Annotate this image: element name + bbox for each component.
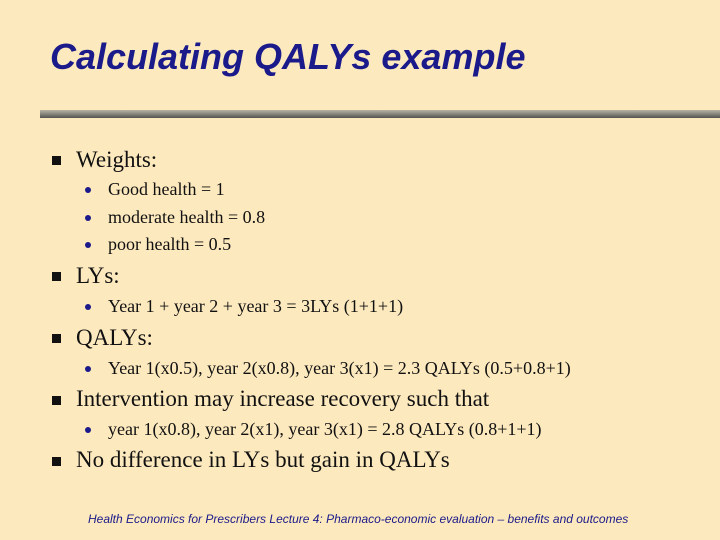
round-bullet-icon (85, 215, 91, 221)
bullet-heading-qalys: QALYs: (76, 325, 153, 350)
sub-bullet-lys-calc: Year 1 + year 2 + year 3 = 3LYs (1+1+1) (108, 296, 404, 316)
bullet-heading-weights: Weights: (76, 147, 158, 172)
square-bullet-icon (52, 396, 61, 405)
sub-bullet-good-health: Good health = 1 (108, 179, 225, 199)
sub-bullet-qalys-calc: Year 1(x0.5), year 2(x0.8), year 3(x1) =… (108, 358, 571, 378)
round-bullet-icon (85, 427, 91, 433)
square-bullet-icon (52, 457, 61, 466)
round-bullet-icon (85, 304, 91, 310)
round-bullet-icon (85, 366, 91, 372)
round-bullet-icon (85, 187, 91, 193)
square-bullet-icon (52, 156, 61, 165)
sub-bullet-intervention-calc: year 1(x0.8), year 2(x1), year 3(x1) = 2… (108, 419, 542, 439)
sub-bullet-poor-health: poor health = 0.5 (108, 234, 232, 254)
slide-title: Calculating QALYs example (50, 36, 526, 77)
round-bullet-icon (85, 242, 91, 248)
square-bullet-icon (52, 272, 61, 281)
sub-bullet-moderate-health: moderate health = 0.8 (108, 207, 266, 227)
bullet-heading-conclusion: No difference in LYs but gain in QALYs (76, 447, 450, 472)
slide-footer: Health Economics for Prescribers Lecture… (88, 512, 629, 526)
title-divider (40, 110, 720, 118)
square-bullet-icon (52, 334, 61, 343)
bullet-heading-lys: LYs: (76, 263, 120, 288)
bullet-heading-intervention: Intervention may increase recovery such … (76, 386, 490, 411)
